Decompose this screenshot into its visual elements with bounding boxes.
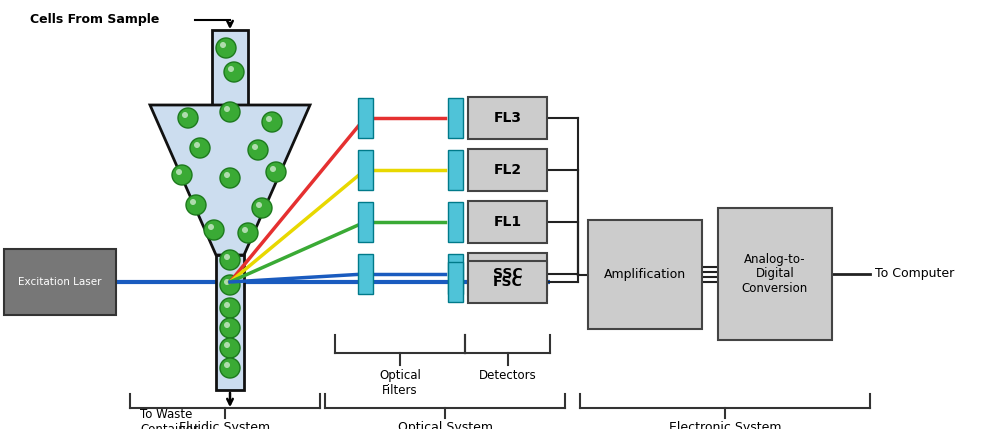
Circle shape: [224, 279, 230, 285]
Circle shape: [224, 172, 230, 178]
Circle shape: [178, 108, 198, 128]
FancyBboxPatch shape: [468, 97, 547, 139]
Circle shape: [190, 199, 196, 205]
Text: To Computer: To Computer: [875, 268, 954, 281]
Text: Cells From Sample: Cells From Sample: [30, 13, 159, 27]
Circle shape: [266, 162, 286, 182]
Text: Detectors: Detectors: [479, 369, 536, 382]
Circle shape: [204, 220, 224, 240]
Circle shape: [194, 142, 200, 148]
Circle shape: [216, 38, 236, 58]
Circle shape: [224, 362, 230, 368]
Circle shape: [224, 302, 230, 308]
Circle shape: [220, 318, 240, 338]
FancyBboxPatch shape: [358, 98, 372, 138]
Text: FSC: FSC: [493, 275, 522, 289]
Polygon shape: [216, 255, 244, 390]
Text: Analog-to-
Digital
Conversion: Analog-to- Digital Conversion: [742, 253, 808, 296]
Circle shape: [220, 250, 240, 270]
Circle shape: [252, 198, 272, 218]
Circle shape: [248, 140, 268, 160]
FancyBboxPatch shape: [468, 261, 547, 303]
FancyBboxPatch shape: [718, 208, 832, 340]
Circle shape: [256, 202, 262, 208]
Circle shape: [224, 106, 230, 112]
FancyBboxPatch shape: [358, 150, 372, 190]
Text: FL1: FL1: [493, 215, 522, 229]
Circle shape: [220, 168, 240, 188]
Circle shape: [208, 224, 214, 230]
Text: Optical
Filters: Optical Filters: [379, 369, 421, 397]
Text: To Waste
Container: To Waste Container: [140, 408, 198, 429]
FancyBboxPatch shape: [4, 249, 116, 315]
Circle shape: [224, 254, 230, 260]
Text: Electronic System: Electronic System: [669, 421, 781, 429]
Circle shape: [186, 195, 206, 215]
Circle shape: [220, 102, 240, 122]
Text: FL2: FL2: [493, 163, 522, 177]
FancyBboxPatch shape: [468, 149, 547, 191]
Circle shape: [190, 138, 210, 158]
Circle shape: [224, 342, 230, 348]
Circle shape: [220, 298, 240, 318]
Circle shape: [252, 144, 258, 150]
Text: FL3: FL3: [494, 111, 522, 125]
Circle shape: [238, 223, 258, 243]
Text: Fluidic System: Fluidic System: [179, 421, 271, 429]
Text: Amplification: Amplification: [604, 268, 686, 281]
FancyBboxPatch shape: [358, 202, 372, 242]
Circle shape: [220, 275, 240, 295]
Circle shape: [176, 169, 182, 175]
Circle shape: [172, 165, 192, 185]
Text: SSC: SSC: [493, 267, 522, 281]
Circle shape: [242, 227, 248, 233]
Polygon shape: [150, 105, 310, 255]
Circle shape: [220, 358, 240, 378]
Circle shape: [270, 166, 276, 172]
FancyBboxPatch shape: [448, 202, 462, 242]
Circle shape: [220, 338, 240, 358]
FancyBboxPatch shape: [588, 220, 702, 329]
Polygon shape: [212, 30, 248, 105]
Text: Excitation Laser: Excitation Laser: [18, 277, 102, 287]
Text: Optical System: Optical System: [398, 421, 492, 429]
Circle shape: [266, 116, 272, 122]
FancyBboxPatch shape: [448, 98, 462, 138]
Circle shape: [220, 42, 226, 48]
Circle shape: [182, 112, 188, 118]
Circle shape: [224, 62, 244, 82]
FancyBboxPatch shape: [468, 201, 547, 243]
FancyBboxPatch shape: [448, 262, 462, 302]
Circle shape: [262, 112, 282, 132]
FancyBboxPatch shape: [448, 150, 462, 190]
FancyBboxPatch shape: [468, 253, 547, 295]
Circle shape: [224, 322, 230, 328]
FancyBboxPatch shape: [358, 254, 372, 294]
FancyBboxPatch shape: [448, 254, 462, 294]
Circle shape: [228, 66, 234, 72]
